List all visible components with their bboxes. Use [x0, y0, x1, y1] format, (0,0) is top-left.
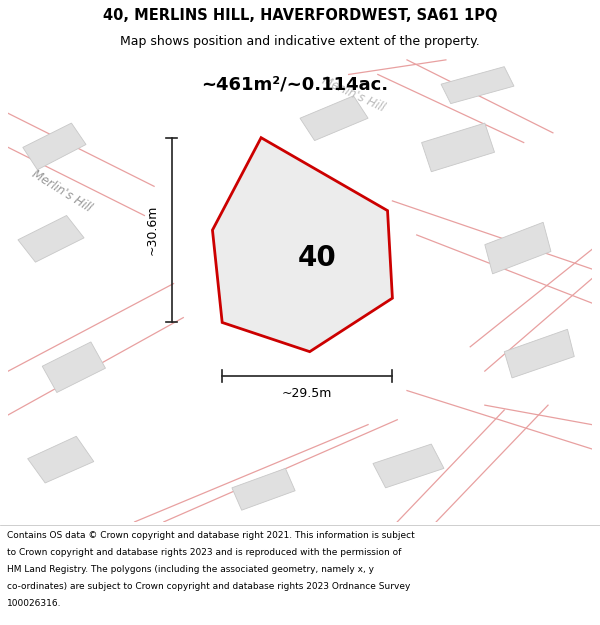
- Polygon shape: [271, 291, 322, 330]
- Polygon shape: [441, 67, 514, 104]
- Polygon shape: [28, 436, 94, 483]
- Polygon shape: [373, 444, 444, 488]
- Polygon shape: [485, 222, 551, 274]
- Text: HM Land Registry. The polygons (including the associated geometry, namely x, y: HM Land Registry. The polygons (includin…: [7, 565, 374, 574]
- Text: Merlin's Hill: Merlin's Hill: [29, 168, 94, 215]
- Text: 40: 40: [298, 244, 337, 272]
- Text: to Crown copyright and database rights 2023 and is reproduced with the permissio: to Crown copyright and database rights 2…: [7, 548, 401, 557]
- Text: co-ordinates) are subject to Crown copyright and database rights 2023 Ordnance S: co-ordinates) are subject to Crown copyr…: [7, 582, 410, 591]
- Polygon shape: [23, 123, 86, 170]
- Text: ~30.6m: ~30.6m: [146, 205, 158, 255]
- Text: 100026316.: 100026316.: [7, 599, 62, 608]
- Text: ~29.5m: ~29.5m: [282, 387, 332, 400]
- Polygon shape: [232, 468, 295, 510]
- Polygon shape: [300, 96, 368, 141]
- Polygon shape: [504, 329, 574, 378]
- Polygon shape: [18, 216, 84, 262]
- Polygon shape: [212, 138, 392, 352]
- Text: 40, MERLINS HILL, HAVERFORDWEST, SA61 1PQ: 40, MERLINS HILL, HAVERFORDWEST, SA61 1P…: [103, 8, 497, 23]
- Polygon shape: [42, 342, 106, 392]
- Polygon shape: [422, 123, 494, 172]
- Text: ~461m²/~0.114ac.: ~461m²/~0.114ac.: [202, 75, 389, 93]
- Text: Map shows position and indicative extent of the property.: Map shows position and indicative extent…: [120, 35, 480, 48]
- Text: Contains OS data © Crown copyright and database right 2021. This information is : Contains OS data © Crown copyright and d…: [7, 531, 415, 540]
- Text: Merlin's Hill: Merlin's Hill: [320, 74, 387, 114]
